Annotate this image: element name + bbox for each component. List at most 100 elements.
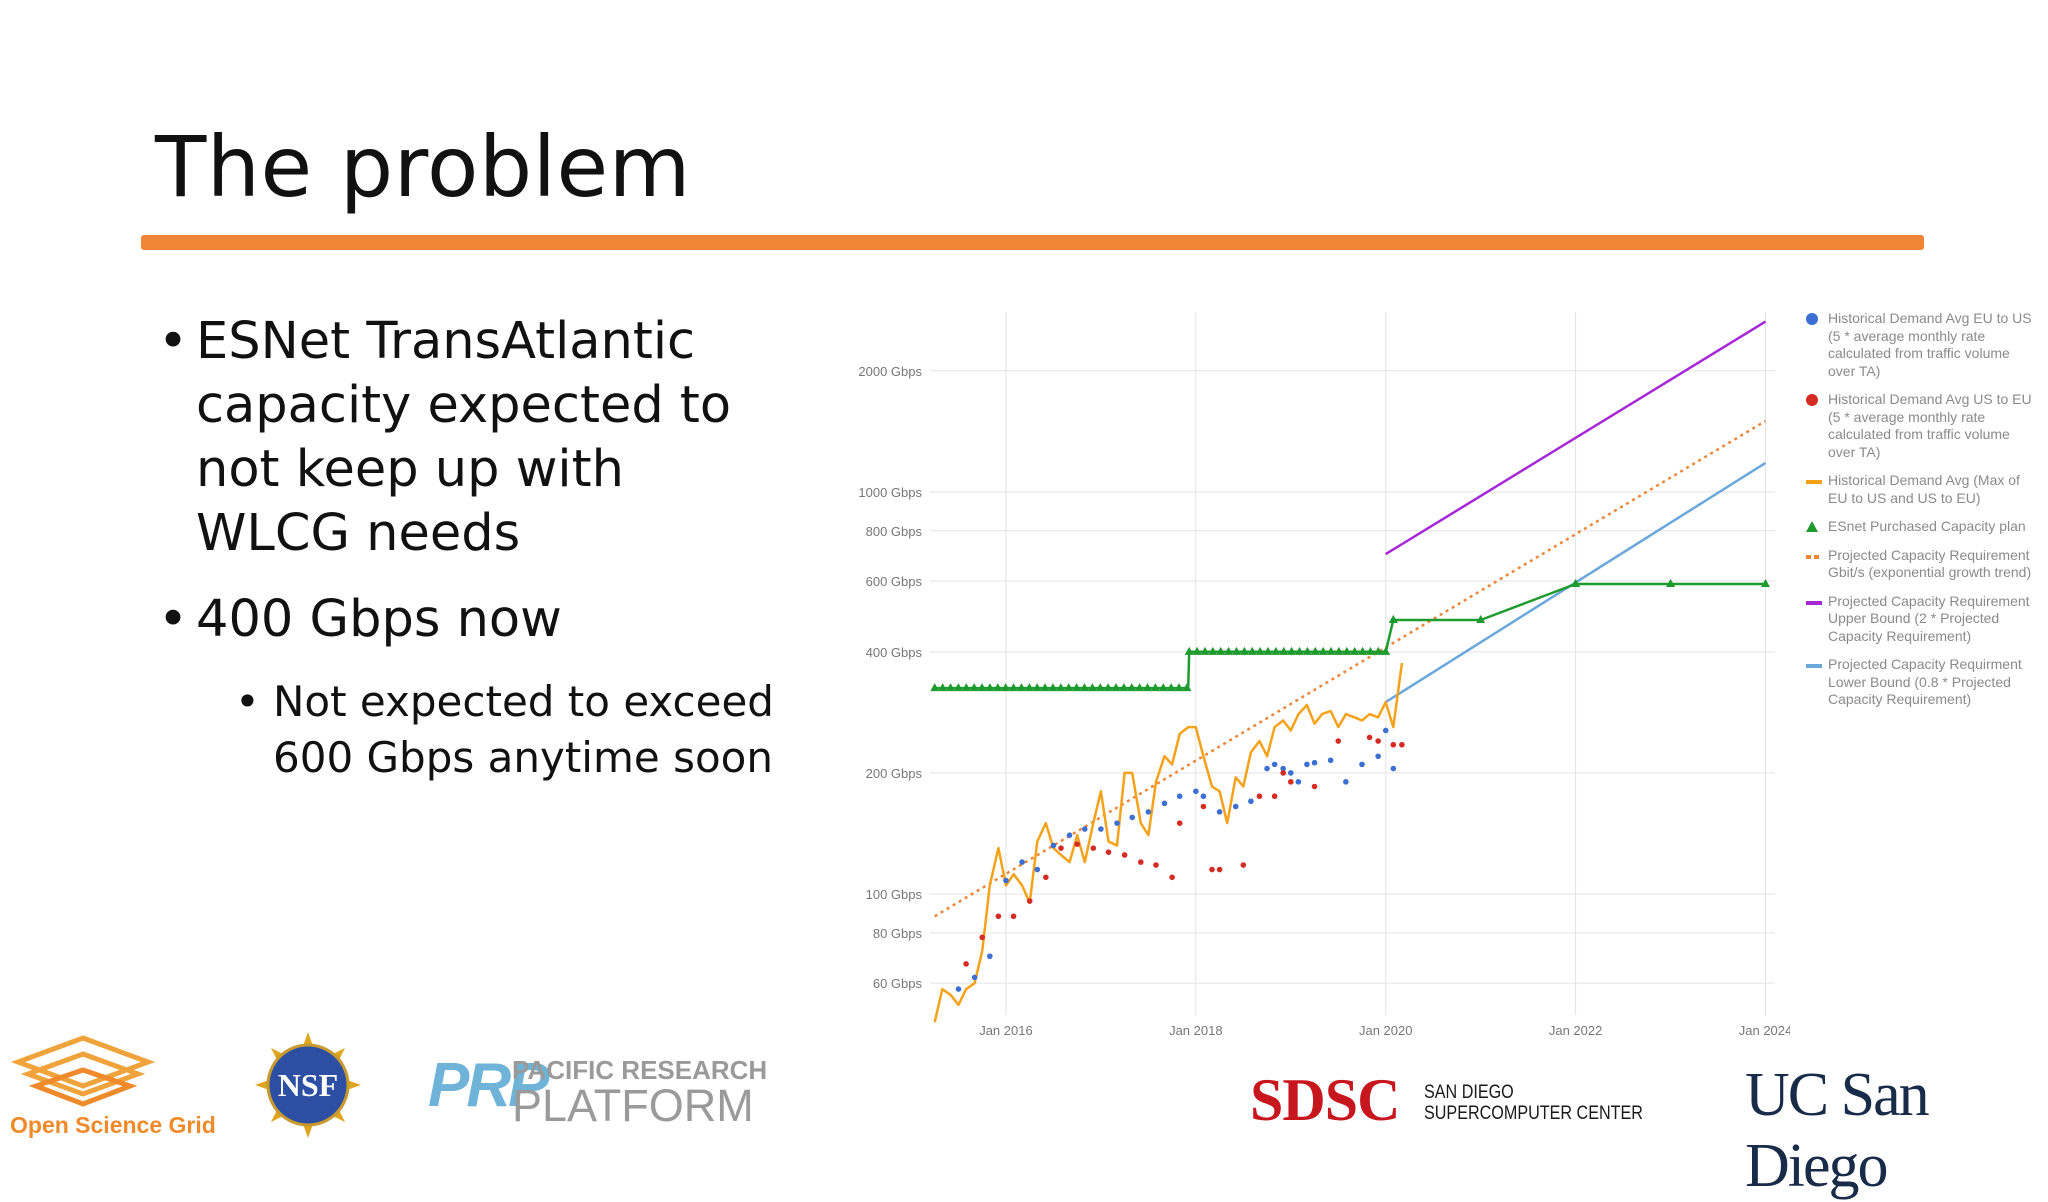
capacity-marker: [1016, 683, 1026, 692]
chart-legend: Historical Demand Avg EU to US (5 * aver…: [1800, 310, 2040, 720]
capacity-marker: [1192, 646, 1202, 655]
chart-grid: [930, 312, 1775, 1015]
capacity-marker: [1174, 683, 1184, 692]
data-point: [1216, 866, 1223, 873]
legend-label: Historical Demand Avg EU to US (5 * aver…: [1828, 310, 2032, 379]
data-point: [1209, 866, 1215, 873]
capacity-chart: 60 Gbps 80 Gbps 100 Gbps 200 Gbps 400 Gbps 60…: [858, 312, 1790, 1038]
capacity-marker: [1476, 614, 1486, 623]
legend-item: Projected Capacity Requirment Lower Boun…: [1800, 656, 2040, 709]
slide-title: The problem: [155, 118, 691, 216]
capacity-marker: [1342, 646, 1352, 655]
y-tick-label: 200 Gbps: [866, 766, 923, 781]
capacity-marker: [1295, 646, 1305, 655]
data-point: [1153, 862, 1159, 868]
osg-logo-text: Open Science Grid: [10, 1112, 216, 1138]
y-tick-label: 1000 Gbps: [858, 485, 922, 500]
capacity-marker: [1087, 683, 1097, 692]
orange-line-icon: [1806, 480, 1822, 484]
prp-logo-line2: PLATFORM: [512, 1080, 754, 1131]
legend-item: Projected Capacity Requirement Gbit/s (e…: [1800, 547, 2040, 582]
data-point: [1232, 803, 1239, 810]
series-line: [933, 662, 1404, 1023]
y-tick-label: 60 Gbps: [873, 976, 923, 991]
data-point: [963, 961, 969, 967]
data-point: [1010, 913, 1017, 920]
capacity-marker: [1365, 646, 1375, 655]
capacity-marker: [1064, 683, 1074, 692]
data-point: [1264, 765, 1270, 772]
prp-logo-text: PACIFIC RESEARCH PLATFORM: [512, 1056, 767, 1128]
capacity-marker: [1158, 683, 1168, 692]
data-point: [1026, 898, 1033, 904]
capacity-marker: [1103, 683, 1113, 692]
series-line: [934, 419, 1767, 918]
sdsc-logo-text: SAN DIEGO SUPERCOMPUTER CENTER: [1424, 1082, 1643, 1124]
x-tick-label: Jan 2022: [1549, 1023, 1603, 1038]
capacity-marker: [1200, 646, 1210, 655]
capacity-marker: [1263, 646, 1273, 655]
bullet-item: • ESNet TransAtlantic capacity expected …: [158, 310, 778, 566]
bullet-item: • 400 Gbps now: [158, 588, 778, 652]
green-triangle-icon: [1806, 521, 1818, 532]
bullet-dot-icon: •: [158, 312, 189, 371]
sub-bullet-item: • Not expected to exceed 600 Gbps anytim…: [235, 674, 778, 786]
data-point: [995, 913, 1002, 920]
legend-item: Projected Capacity Requirement Upper Bou…: [1800, 593, 2040, 646]
data-point: [1248, 798, 1254, 805]
data-point: [1390, 741, 1397, 748]
footer-logos: Open Science Grid NSF PRP PACIFIC RESEAR…: [0, 1020, 2048, 1200]
chart-series: [930, 320, 1771, 1023]
data-point: [955, 986, 962, 992]
legend-label: Projected Capacity Requirement Gbit/s (e…: [1828, 546, 2032, 581]
data-point: [1176, 820, 1183, 826]
data-point: [1050, 842, 1057, 849]
data-point: [1161, 800, 1168, 807]
sdsc-logo-line2: SUPERCOMPUTER CENTER: [1424, 1103, 1643, 1124]
capacity-marker: [1279, 646, 1289, 655]
data-point: [1280, 765, 1286, 772]
data-point: [971, 974, 978, 981]
capacity-marker: [1571, 578, 1581, 587]
capacity-marker: [1334, 646, 1344, 655]
capacity-marker: [1326, 646, 1336, 655]
capacity-marker: [1761, 578, 1771, 587]
data-point: [1271, 761, 1278, 768]
data-point: [1335, 738, 1342, 744]
capacity-marker: [1119, 683, 1129, 692]
nsf-logo-icon: NSF: [255, 1032, 361, 1138]
data-point: [1074, 841, 1080, 847]
capacity-marker: [993, 683, 1003, 692]
capacity-marker: [1216, 646, 1226, 655]
legend-item: Historical Demand Avg (Max of EU to US a…: [1800, 472, 2040, 507]
capacity-marker: [977, 683, 987, 692]
data-point: [1280, 770, 1286, 776]
data-point: [1382, 727, 1389, 734]
data-point: [1193, 788, 1199, 795]
legend-item: ESnet Purchased Capacity plan: [1800, 518, 2040, 536]
data-point: [1121, 852, 1128, 858]
data-point: [1359, 761, 1365, 768]
data-point: [1343, 779, 1349, 785]
capacity-marker: [961, 683, 971, 692]
data-point: [1256, 793, 1263, 800]
capacity-marker: [1079, 683, 1089, 692]
capacity-marker: [1135, 683, 1145, 692]
blue-circle-icon: [1806, 313, 1818, 325]
capacity-marker: [1224, 646, 1234, 655]
bullet-dot-icon: •: [235, 677, 260, 726]
nsf-logo-text: NSF: [278, 1067, 338, 1103]
series-line: [1385, 320, 1767, 556]
capacity-marker: [1127, 683, 1137, 692]
bullet-text: 400 Gbps now: [196, 590, 562, 649]
data-point: [1098, 826, 1104, 832]
capacity-marker: [985, 683, 995, 692]
capacity-marker: [1040, 683, 1050, 692]
capacity-marker: [1271, 646, 1281, 655]
capacity-marker: [1381, 646, 1391, 655]
y-tick-label: 800 Gbps: [866, 524, 923, 539]
data-point: [987, 953, 993, 960]
capacity-marker: [1182, 683, 1192, 692]
capacity-marker: [1666, 578, 1676, 587]
capacity-marker: [1287, 646, 1297, 655]
